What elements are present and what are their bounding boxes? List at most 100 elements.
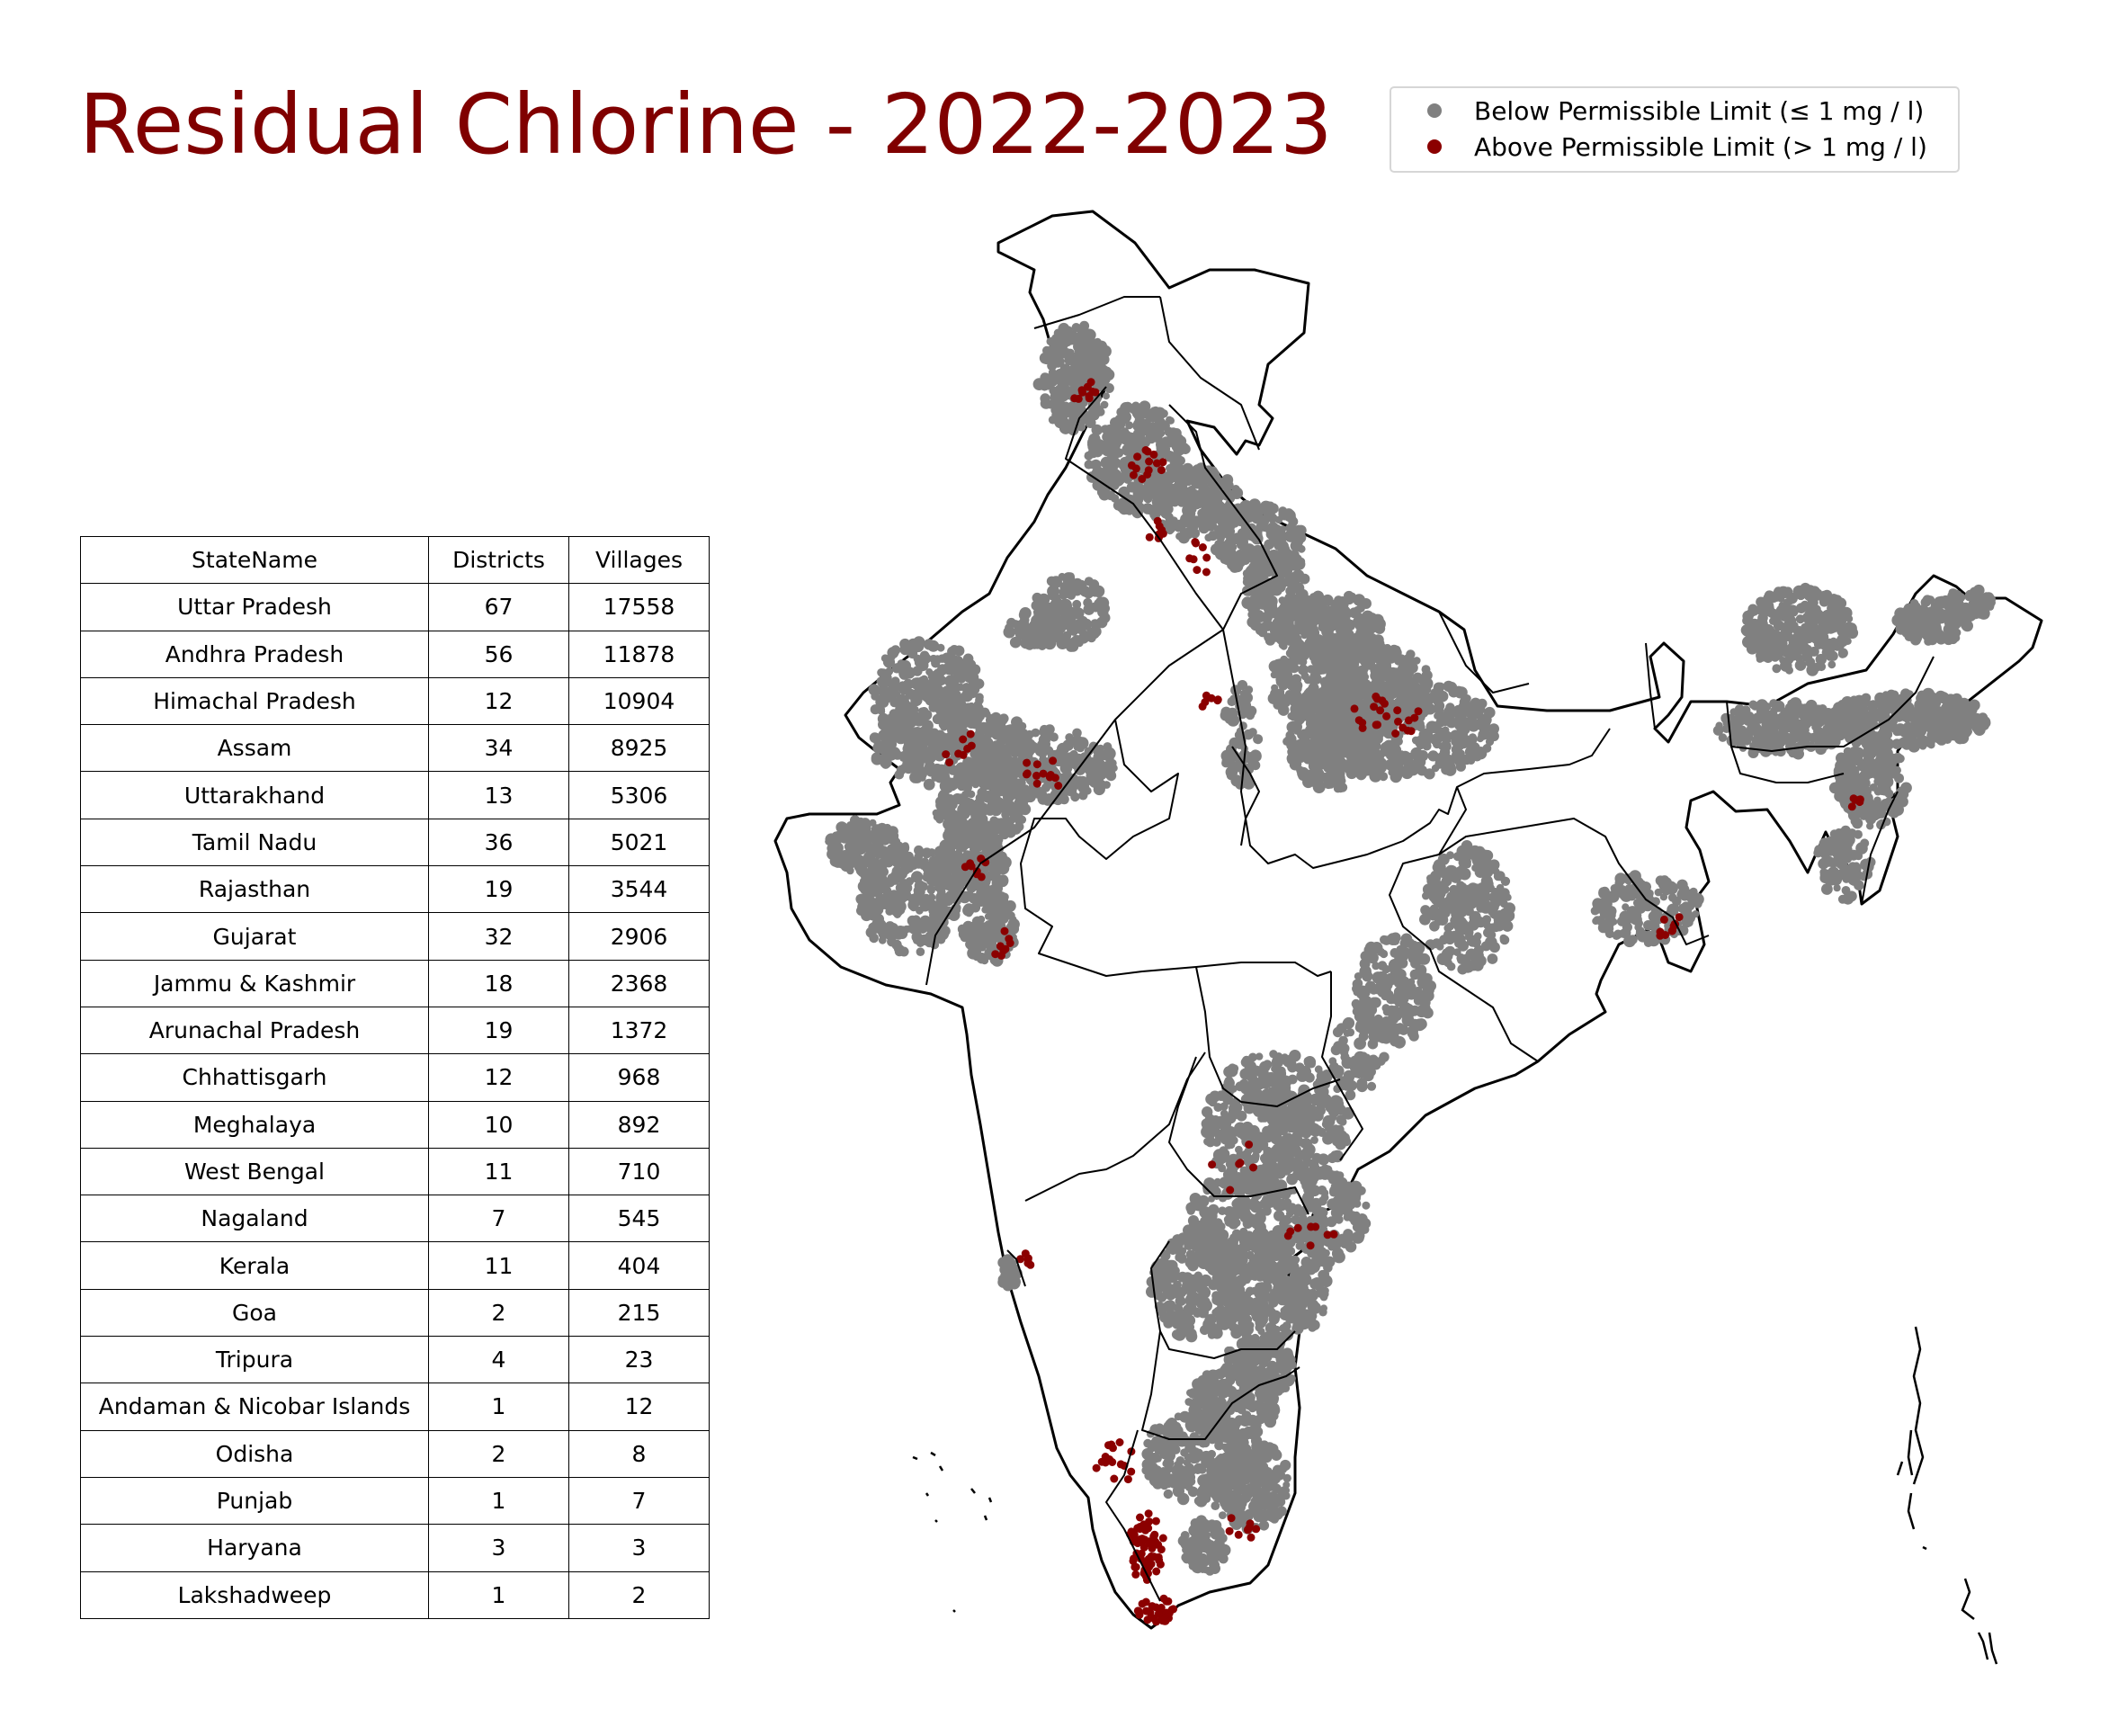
sample-point-below (1333, 783, 1343, 793)
sample-point-below (1304, 687, 1316, 699)
sample-point-below (1118, 486, 1130, 498)
sample-point-below (846, 821, 854, 829)
sample-point-below (1359, 738, 1370, 749)
sample-point-below (1345, 725, 1357, 737)
sample-point-below (1482, 878, 1494, 890)
sample-point-below (987, 890, 999, 902)
sample-point-below (927, 642, 936, 651)
sample-point-below (1406, 759, 1419, 772)
sample-point-below (1042, 727, 1053, 738)
sample-point-below (1318, 606, 1327, 615)
sample-point-below (1406, 692, 1416, 702)
sample-point-below (1396, 1023, 1405, 1031)
sample-point-below (1473, 846, 1486, 858)
sample-point-below (1286, 720, 1299, 733)
sample-point-below (1399, 1001, 1412, 1015)
sample-point-below (1117, 412, 1130, 425)
sample-point-below (1104, 761, 1115, 773)
map-layers (773, 210, 2043, 1665)
sample-point-below (1336, 603, 1345, 613)
sample-point-below (895, 882, 906, 893)
sample-point-below (1380, 650, 1392, 664)
sample-point-below (1228, 549, 1237, 558)
sample-point-below (927, 893, 936, 901)
sample-point-below (1432, 739, 1442, 749)
sample-point-below (893, 944, 902, 953)
sample-point-below (911, 915, 921, 925)
sample-point-below (1080, 357, 1091, 369)
sample-point-below (1196, 488, 1210, 500)
sample-point-below (917, 924, 928, 935)
sample-point-below (975, 722, 988, 735)
sample-point-below (1499, 934, 1507, 943)
sample-point-below (1455, 761, 1466, 772)
sample-point-below (1446, 962, 1456, 971)
sample-point-below (1434, 756, 1443, 765)
sample-point-below (1220, 527, 1230, 539)
sample-point-below (955, 793, 967, 805)
sample-point-below (971, 754, 982, 764)
sample-point-below (1345, 625, 1352, 633)
sample-point-below (1300, 622, 1310, 632)
sample-point-below (1343, 1029, 1352, 1037)
sample-point-below (1359, 958, 1371, 970)
sample-point-below (1211, 508, 1222, 520)
sample-point-below (1078, 365, 1088, 375)
sample-point-below (1422, 741, 1432, 751)
sample-point-below (1493, 922, 1503, 931)
sample-point-below (1059, 794, 1069, 805)
sample-point-below (1483, 927, 1493, 938)
sample-point-below (1315, 616, 1324, 625)
sample-point-below (1142, 505, 1151, 514)
sample-point-below (1271, 684, 1279, 692)
legend-item-above: Above Permissible Limit (> 1 mg / l) (1391, 129, 1927, 165)
sample-point-below (1458, 854, 1469, 864)
sample-point-below (1185, 464, 1193, 472)
sample-point-below (1314, 768, 1325, 779)
sample-point-below (1367, 655, 1375, 663)
sample-point-below (970, 844, 979, 855)
sample-point-below (1059, 637, 1068, 646)
sample-point-below (1193, 468, 1202, 476)
sample-point-below (1354, 1037, 1366, 1050)
sample-point-below (1275, 692, 1286, 702)
sample-point-below (1077, 422, 1086, 432)
sample-point-below (1294, 532, 1307, 543)
sample-point-below (1019, 607, 1032, 620)
sample-point-below (885, 687, 898, 701)
sample-point-below (1166, 416, 1175, 425)
sample-point-below (902, 748, 914, 759)
sample-point-below (1041, 629, 1052, 640)
sample-point-below (1282, 558, 1292, 568)
sample-point-below (1074, 378, 1082, 387)
sample-point-below (1091, 424, 1103, 436)
sample-point-below (1278, 596, 1287, 604)
sample-point-below (867, 903, 878, 913)
sample-point-below (848, 836, 861, 848)
sample-point-below (1282, 737, 1291, 747)
sample-point-below (1310, 635, 1322, 647)
sample-point-below (899, 694, 909, 705)
sample-point-below (995, 754, 1003, 762)
sample-point-below (943, 662, 952, 670)
sample-point-below (1308, 618, 1318, 628)
sample-point-below (1002, 780, 1014, 792)
sample-point-below (1059, 391, 1069, 402)
sample-point-below (1248, 498, 1261, 511)
sample-point-below (1359, 987, 1371, 998)
sample-point-below (967, 659, 977, 669)
sample-point-below (1337, 1023, 1346, 1032)
sample-point-below (1356, 1081, 1368, 1093)
sample-point-below (1388, 690, 1397, 699)
sample-point-below (875, 695, 888, 709)
sample-point-below (898, 724, 908, 734)
sample-point-below (1319, 650, 1328, 660)
sample-point-below (1247, 610, 1256, 619)
sample-point-below (934, 677, 944, 687)
sample-point-below (1417, 676, 1426, 685)
sample-point-below (1333, 720, 1343, 729)
sample-point-below (1266, 584, 1278, 596)
sample-point-below (1410, 747, 1423, 760)
sample-point-below (1438, 855, 1447, 864)
sample-point-below (1005, 741, 1016, 753)
